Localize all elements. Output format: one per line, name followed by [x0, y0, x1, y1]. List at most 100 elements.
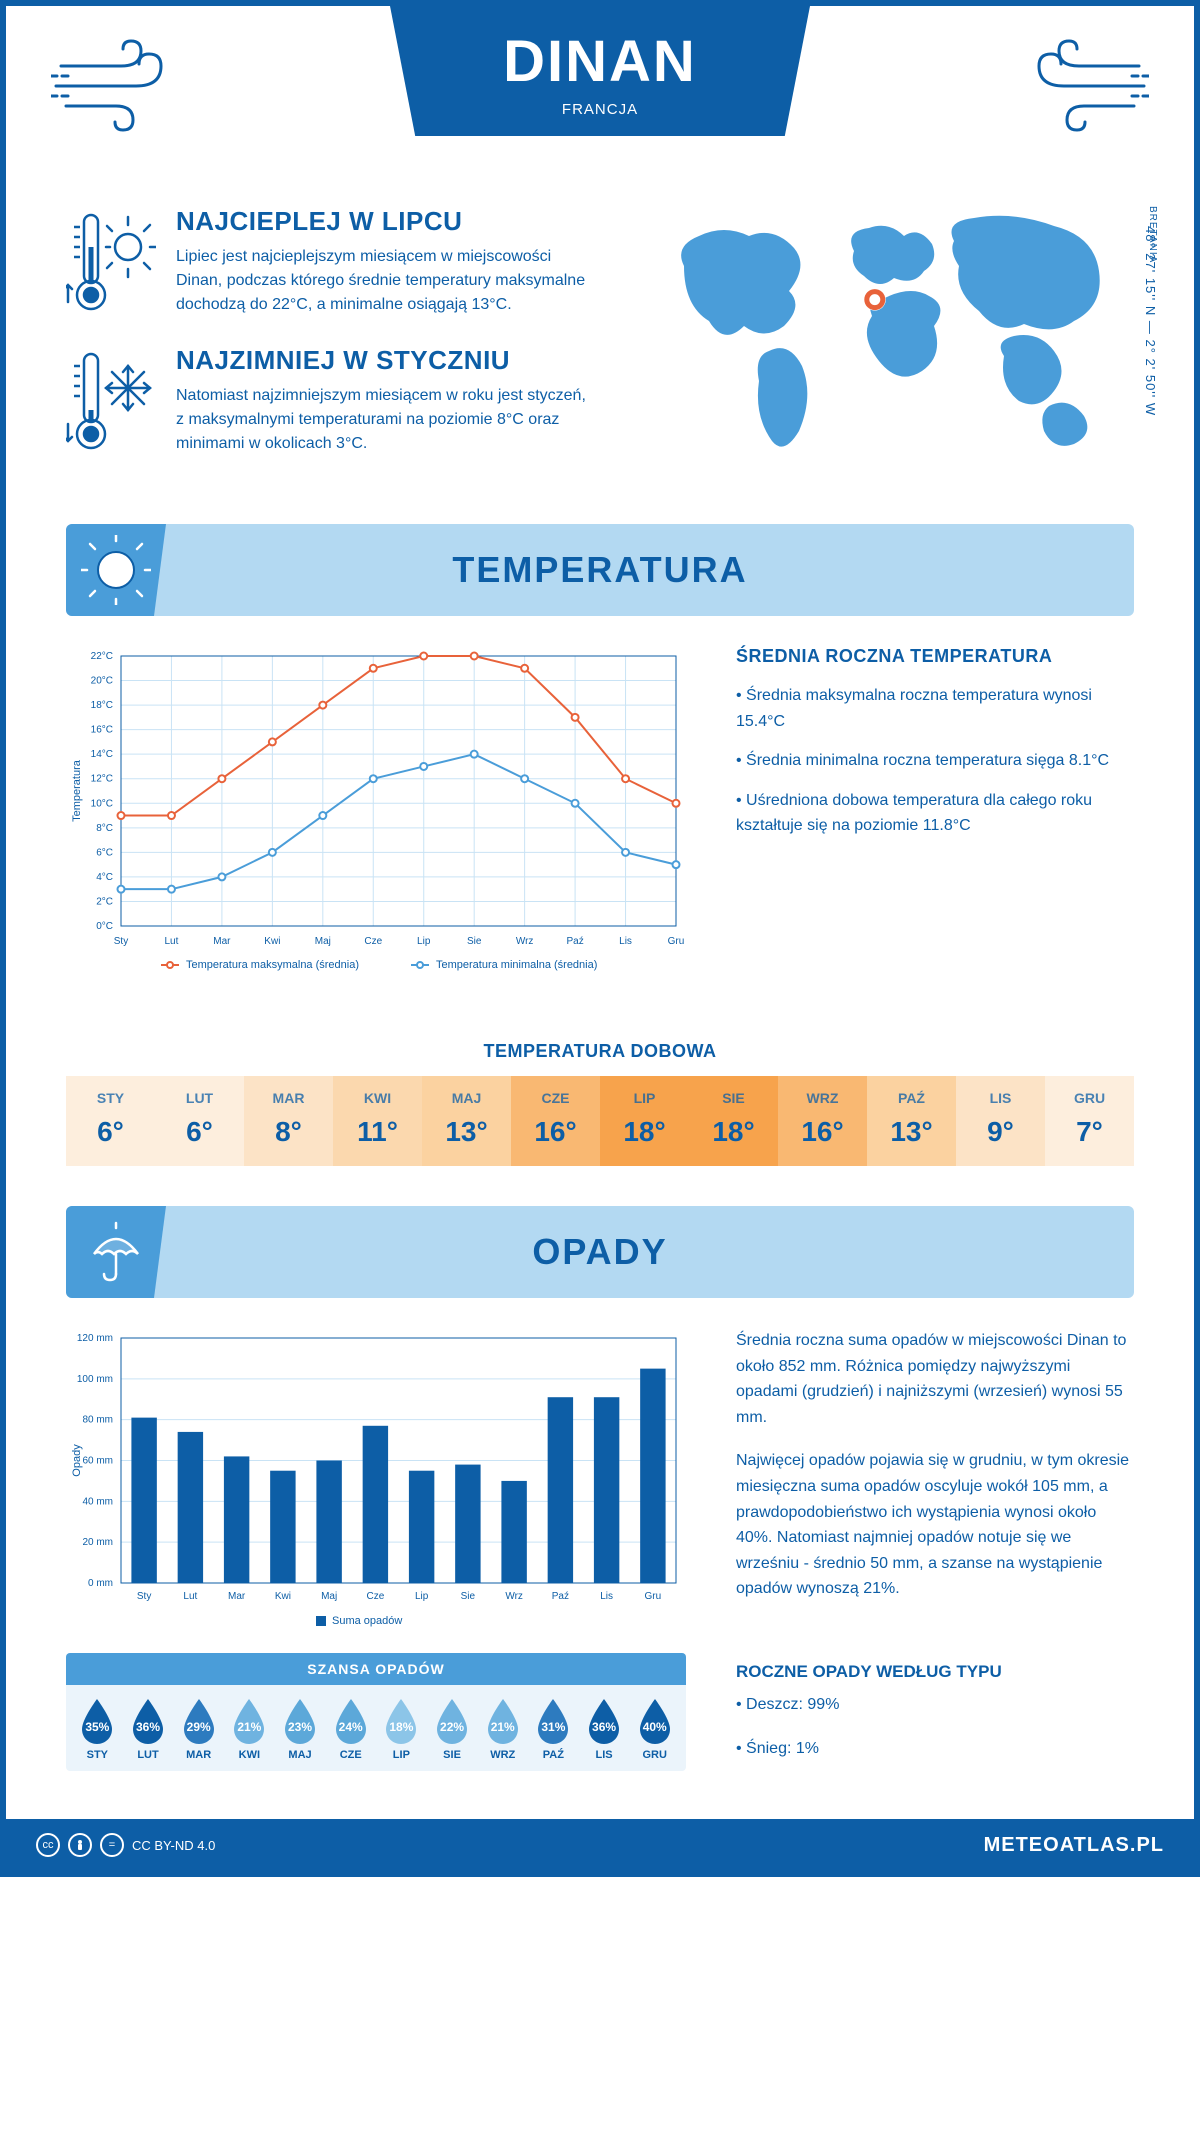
- svg-text:Paź: Paź: [566, 936, 583, 947]
- avg-temp-line3: • Uśredniona dobowa temperatura dla całe…: [736, 788, 1134, 839]
- svg-text:Paź: Paź: [552, 1591, 569, 1602]
- chance-month: PAŹ: [528, 1749, 579, 1761]
- daily-value: 18°: [600, 1116, 689, 1148]
- daily-month: MAJ: [422, 1090, 511, 1106]
- drop-icon: 36%: [129, 1697, 167, 1745]
- daily-month: LUT: [155, 1090, 244, 1106]
- chance-value: 24%: [339, 1720, 363, 1734]
- svg-text:20°C: 20°C: [91, 676, 113, 687]
- chance-value: 18%: [389, 1720, 413, 1734]
- chance-cell: 23% MAJ: [275, 1697, 326, 1761]
- chance-value: 31%: [541, 1720, 565, 1734]
- brand: METEOATLAS.PL: [984, 1834, 1164, 1857]
- svg-text:22°C: 22°C: [91, 651, 113, 662]
- nd-icon: =: [100, 1833, 124, 1857]
- thermometer-hot-icon: [66, 206, 156, 317]
- coldest-block: NAJZIMNIEJ W STYCZNIU Natomiast najzimni…: [66, 345, 594, 456]
- daily-value: 13°: [867, 1116, 956, 1148]
- svg-text:Sty: Sty: [114, 936, 128, 947]
- svg-text:Sie: Sie: [461, 1591, 476, 1602]
- coldest-text: Natomiast najzimniejszym miesiącem w rok…: [176, 384, 594, 456]
- daily-value: 9°: [956, 1116, 1045, 1148]
- chance-value: 22%: [440, 1720, 464, 1734]
- svg-text:Lis: Lis: [600, 1591, 613, 1602]
- daily-cell: LIS 9°: [956, 1076, 1045, 1166]
- infographic-frame: DINAN FRANCJA: [0, 0, 1200, 1877]
- world-map: BRETANIA 48° 27' 15'' N — 2° 2' 50'' W: [634, 206, 1134, 484]
- svg-text:Wrz: Wrz: [516, 936, 534, 947]
- svg-text:8°C: 8°C: [96, 823, 113, 834]
- svg-text:Lis: Lis: [619, 936, 632, 947]
- chance-month: MAR: [173, 1749, 224, 1761]
- daily-cell: WRZ16°: [778, 1076, 867, 1166]
- precip-chart-area: 0 mm20 mm40 mm60 mm80 mm100 mm120 mmOpad…: [66, 1328, 686, 1779]
- precip-para2: Najwięcej opadów pojawia się w grudniu, …: [736, 1448, 1134, 1602]
- precip-type-snow: • Śnieg: 1%: [736, 1736, 1134, 1762]
- temperature-banner: TEMPERATURA: [66, 524, 1134, 616]
- daily-temp-title: TEMPERATURA DOBOWA: [6, 1041, 1194, 1062]
- chance-value: 23%: [288, 1720, 312, 1734]
- daily-month: WRZ: [778, 1090, 867, 1106]
- daily-temp-table: STY6°LUT6°MAR8°KWI11°MAJ13°CZE16°LIP18°S…: [66, 1076, 1134, 1166]
- chance-month: LIP: [376, 1749, 427, 1761]
- drop-icon: 21%: [484, 1697, 522, 1745]
- chance-month: CZE: [325, 1749, 376, 1761]
- hottest-block: NAJCIEPLEJ W LIPCU Lipiec jest najcieple…: [66, 206, 594, 317]
- coordinates: 48° 27' 15'' N — 2° 2' 50'' W: [1143, 226, 1158, 416]
- svg-text:Temperatura minimalna (średnia: Temperatura minimalna (średnia): [436, 959, 597, 971]
- chance-month: GRU: [629, 1749, 680, 1761]
- chance-value: 40%: [643, 1720, 667, 1734]
- daily-cell: STY6°: [66, 1076, 155, 1166]
- chance-month: KWI: [224, 1749, 275, 1761]
- chance-title: SZANSA OPADÓW: [66, 1653, 686, 1685]
- daily-month: MAR: [244, 1090, 333, 1106]
- title-banner: DINAN FRANCJA: [390, 6, 810, 136]
- daily-cell: MAJ13°: [422, 1076, 511, 1166]
- chance-month: SIE: [427, 1749, 478, 1761]
- chance-cell: 31% PAŹ: [528, 1697, 579, 1761]
- svg-text:Temperatura maksymalna (średni: Temperatura maksymalna (średnia): [186, 959, 359, 971]
- svg-text:Kwi: Kwi: [264, 936, 280, 947]
- drop-icon: 23%: [281, 1697, 319, 1745]
- svg-text:12°C: 12°C: [91, 774, 113, 785]
- daily-cell: CZE16°: [511, 1076, 600, 1166]
- drop-icon: 21%: [230, 1697, 268, 1745]
- chance-cell: 35% STY: [72, 1697, 123, 1761]
- chance-value: 21%: [491, 1720, 515, 1734]
- daily-cell: MAR8°: [244, 1076, 333, 1166]
- drop-icon: 31%: [534, 1697, 572, 1745]
- daily-value: 11°: [333, 1116, 422, 1148]
- hottest-title: NAJCIEPLEJ W LIPCU: [176, 206, 594, 237]
- wind-icon: [51, 36, 181, 141]
- daily-value: 6°: [66, 1116, 155, 1148]
- license: cc = CC BY-ND 4.0: [36, 1833, 215, 1857]
- chance-value: 35%: [85, 1720, 109, 1734]
- svg-text:Gru: Gru: [645, 1591, 662, 1602]
- svg-text:Sty: Sty: [137, 1591, 151, 1602]
- svg-text:18°C: 18°C: [91, 700, 113, 711]
- chance-value: 36%: [592, 1720, 616, 1734]
- drop-icon: 22%: [433, 1697, 471, 1745]
- drop-icon: 36%: [585, 1697, 623, 1745]
- daily-month: LIS: [956, 1090, 1045, 1106]
- drop-icon: 18%: [382, 1697, 420, 1745]
- country-subtitle: FRANCJA: [460, 101, 740, 118]
- wind-icon: [1019, 36, 1149, 141]
- chance-cell: 22% SIE: [427, 1697, 478, 1761]
- svg-text:2°C: 2°C: [96, 896, 113, 907]
- svg-text:100 mm: 100 mm: [77, 1374, 113, 1385]
- sun-icon: [66, 524, 166, 616]
- svg-text:Kwi: Kwi: [275, 1591, 291, 1602]
- svg-text:4°C: 4°C: [96, 872, 113, 883]
- svg-text:Lut: Lut: [165, 936, 179, 947]
- chance-month: LUT: [123, 1749, 174, 1761]
- chance-cell: 21% KWI: [224, 1697, 275, 1761]
- daily-month: PAŹ: [867, 1090, 956, 1106]
- svg-text:80 mm: 80 mm: [82, 1415, 113, 1426]
- coldest-title: NAJZIMNIEJ W STYCZNIU: [176, 345, 594, 376]
- header: DINAN FRANCJA: [6, 6, 1194, 196]
- cc-icon: cc: [36, 1833, 60, 1857]
- chance-month: WRZ: [477, 1749, 528, 1761]
- drop-icon: 29%: [180, 1697, 218, 1745]
- chance-cell: 40% GRU: [629, 1697, 680, 1761]
